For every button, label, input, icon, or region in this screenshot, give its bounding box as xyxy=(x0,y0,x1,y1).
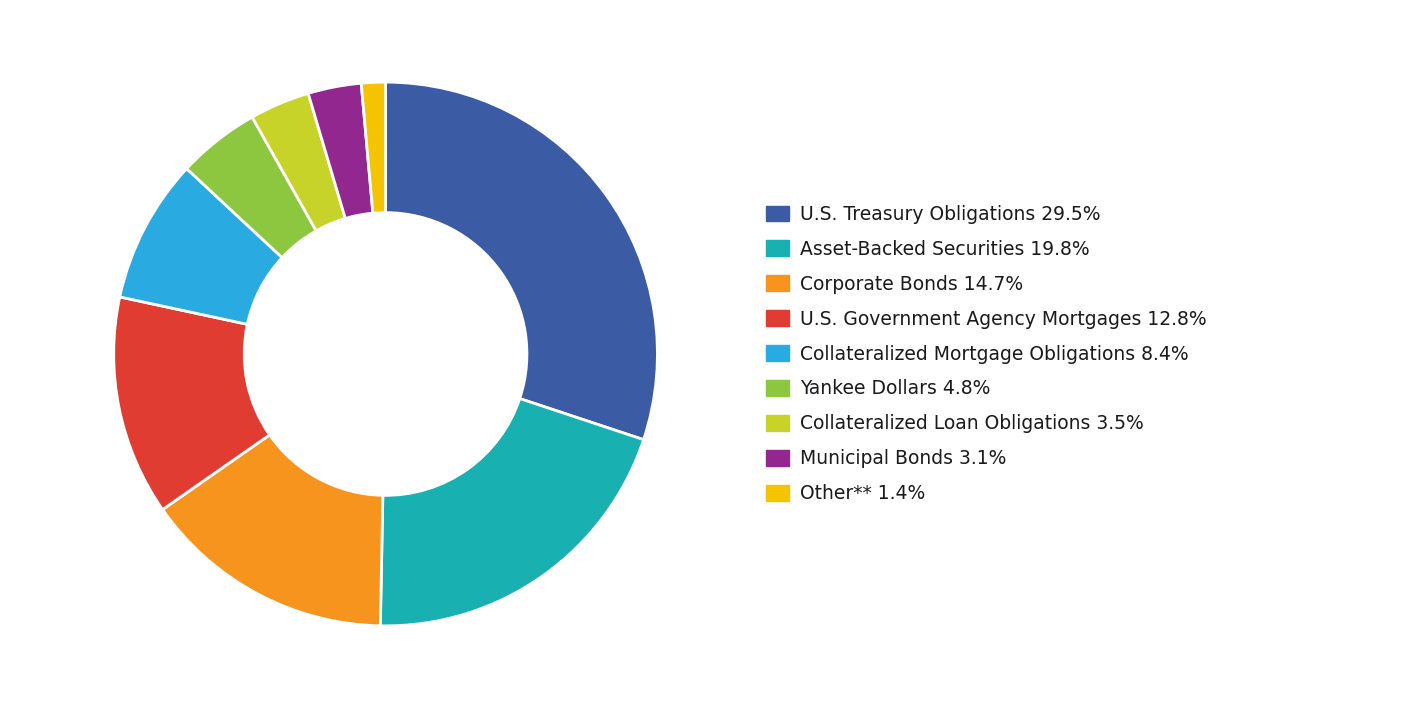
Wedge shape xyxy=(114,297,270,510)
Wedge shape xyxy=(361,82,386,213)
Wedge shape xyxy=(187,117,316,258)
Wedge shape xyxy=(380,399,644,626)
Wedge shape xyxy=(308,84,373,219)
Wedge shape xyxy=(253,93,346,231)
Wedge shape xyxy=(163,435,383,626)
Wedge shape xyxy=(120,169,283,324)
Legend: U.S. Treasury Obligations 29.5%, Asset-Backed Securities 19.8%, Corporate Bonds : U.S. Treasury Obligations 29.5%, Asset-B… xyxy=(767,205,1207,503)
Wedge shape xyxy=(386,82,657,440)
